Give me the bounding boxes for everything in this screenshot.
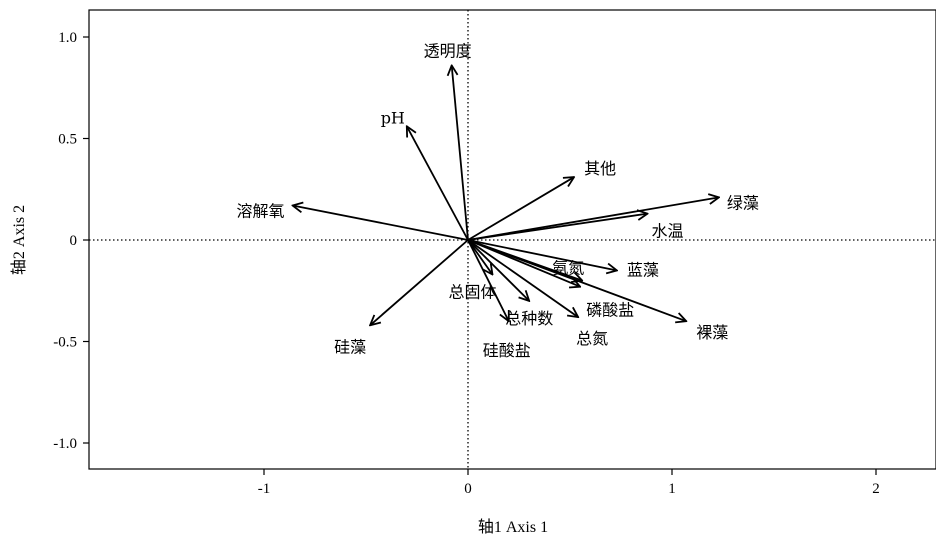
vector-label: 氨氮 [552,259,584,278]
x-tick-label: 2 [872,481,880,497]
x-tick-label: -1 [258,481,271,497]
vector-arrow [467,214,648,241]
vector-arrow [467,239,578,317]
vector-arrow [452,65,469,241]
vector-arrow [467,239,492,275]
vector-arrow [467,177,574,241]
x-axis-title: 轴1 Axis 1 [478,518,548,536]
vector-label: 绿藻 [727,193,759,212]
vector-arrow [370,239,469,325]
vector-label: 磷酸盐 [586,301,634,320]
vector-label: 硅酸盐 [483,341,531,360]
vector-label: 溶解氧 [237,201,285,220]
vector-arrow [467,239,529,301]
vector-label: pH [381,108,405,127]
vector-label: 蓝藻 [627,260,659,279]
vector-arrow [467,197,719,241]
vector-label: 透明度 [424,41,472,60]
x-tick-label: 0 [464,481,472,497]
y-axis-title: 轴2 Axis 2 [10,205,28,275]
vector-arrow [467,239,686,321]
vector-label: 总氮 [576,329,608,348]
vector-label: 裸藻 [696,323,728,342]
y-tick-label: -1.0 [53,436,77,452]
vector-label: 总固体 [448,283,496,302]
y-tick-label: 0.5 [58,132,77,148]
axes-layer: -1 0 1 2 1.0 0.5 0 -0.5 -1.0 [53,10,936,497]
x-tick-label: 1 [668,481,676,497]
plot-frame [88,9,936,470]
vector-label: 其他 [584,159,616,178]
y-tick-label: 1.0 [58,30,77,46]
vectors-layer [293,65,719,325]
vector-label: 硅藻 [334,337,366,356]
y-tick-label: 0 [70,233,78,249]
vector-label: 水温 [652,222,684,241]
vector-arrow [407,126,469,241]
vector-arrow [467,239,617,270]
y-tick-label: -0.5 [53,335,77,351]
vector-label: 总种数 [505,309,553,328]
vector-arrow [293,205,469,241]
vector-arrow [467,239,509,321]
